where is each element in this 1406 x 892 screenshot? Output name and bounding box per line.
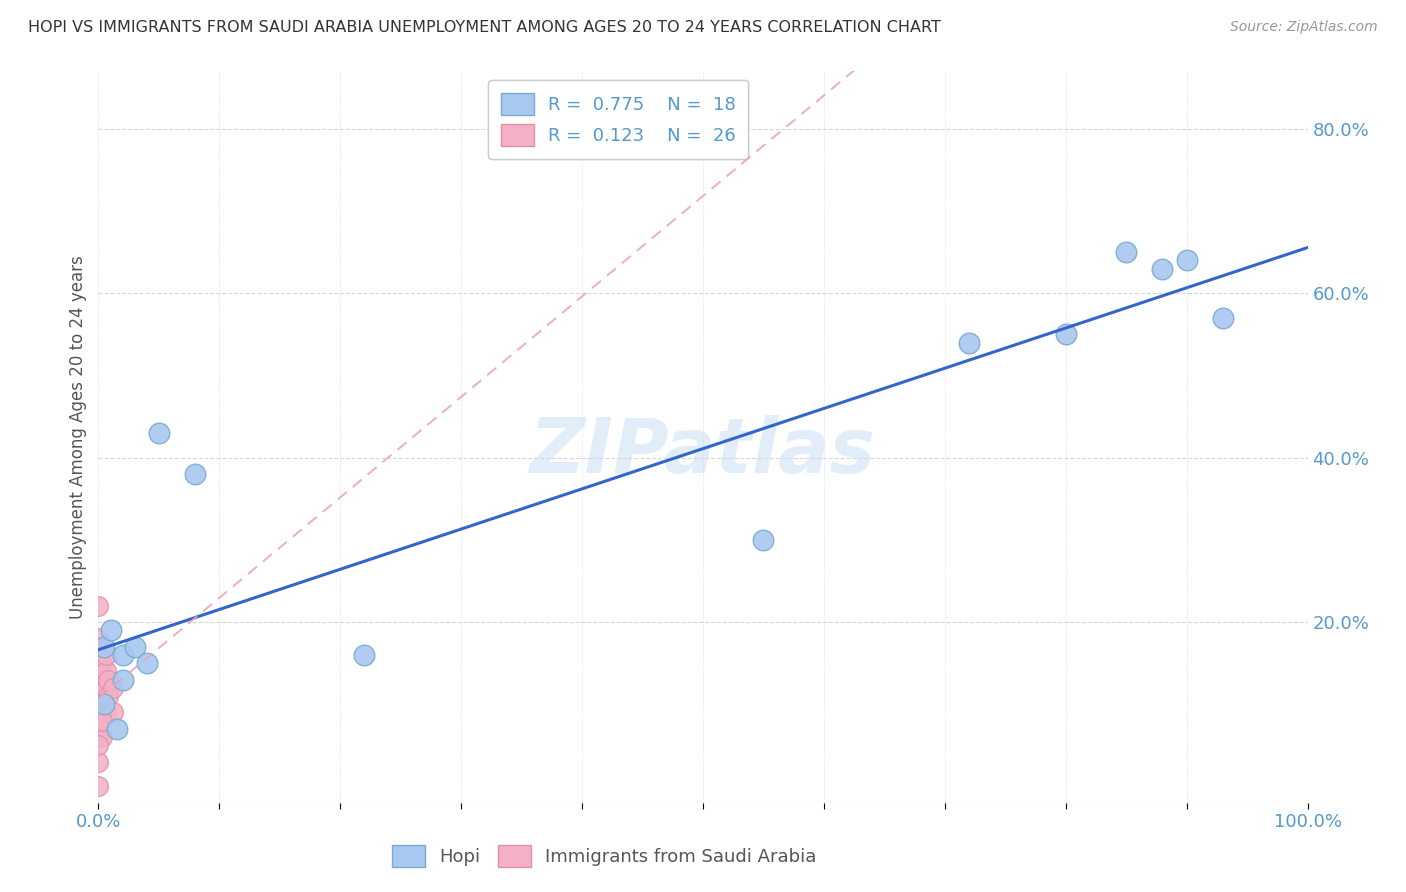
Point [957, 335, 980, 350]
Point [94, 681, 117, 695]
Point [94, 665, 117, 679]
Point [148, 425, 170, 440]
Point [101, 706, 124, 720]
Point [87, 755, 110, 769]
Point [184, 467, 207, 481]
Point [87, 697, 110, 711]
Point [91, 730, 114, 744]
Point [87, 714, 110, 728]
Point [87, 599, 110, 613]
Point [87, 739, 110, 753]
Point [87, 681, 110, 695]
Point [91, 640, 114, 654]
Text: HOPI VS IMMIGRANTS FROM SAUDI ARABIA UNEMPLOYMENT AMONG AGES 20 TO 24 YEARS CORR: HOPI VS IMMIGRANTS FROM SAUDI ARABIA UNE… [28, 20, 941, 35]
Point [111, 648, 134, 662]
Point [1212, 310, 1234, 325]
Point [87, 730, 110, 744]
Point [87, 665, 110, 679]
Point [91, 673, 114, 687]
Point [111, 673, 134, 687]
Point [1115, 245, 1137, 260]
Point [124, 640, 146, 654]
Text: Source: ZipAtlas.com: Source: ZipAtlas.com [1230, 20, 1378, 34]
Legend: Hopi, Immigrants from Saudi Arabia: Hopi, Immigrants from Saudi Arabia [385, 838, 824, 874]
Point [91, 689, 114, 703]
Point [353, 648, 375, 662]
Point [87, 780, 110, 794]
Point [91, 714, 114, 728]
Y-axis label: Unemployment Among Ages 20 to 24 years: Unemployment Among Ages 20 to 24 years [69, 255, 87, 619]
Point [100, 624, 122, 638]
Point [91, 656, 114, 670]
Point [93, 640, 115, 654]
Point [97, 673, 120, 687]
Point [94, 648, 117, 662]
Point [1152, 261, 1174, 276]
Point [135, 656, 157, 670]
Text: ZIPatlas: ZIPatlas [530, 415, 876, 489]
Point [105, 722, 128, 736]
Point [87, 648, 110, 662]
Legend: R =  0.775    N =  18, R =  0.123    N =  26: R = 0.775 N = 18, R = 0.123 N = 26 [488, 80, 748, 159]
Point [752, 533, 775, 547]
Point [1054, 327, 1077, 342]
Point [93, 697, 115, 711]
Point [87, 632, 110, 646]
Point [101, 681, 124, 695]
Point [1175, 253, 1198, 268]
Point [94, 706, 117, 720]
Point [91, 706, 114, 720]
Point [97, 689, 120, 703]
